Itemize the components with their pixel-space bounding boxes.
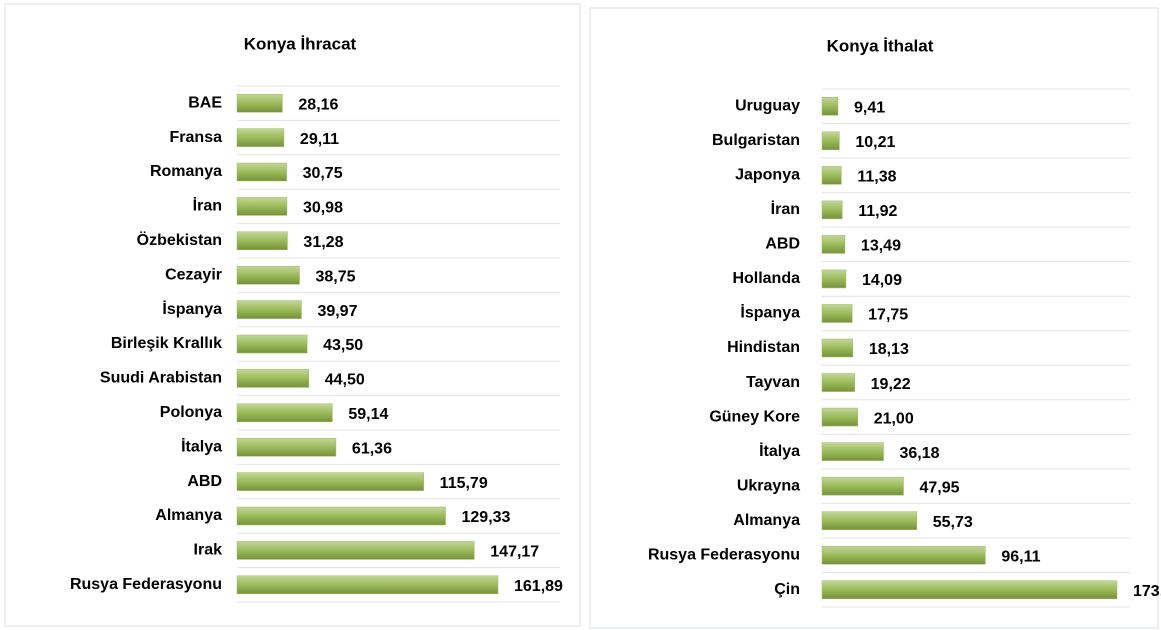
bar: [236, 162, 287, 182]
category-label: İspanya: [740, 304, 800, 322]
category-label: Uruguay: [735, 97, 800, 114]
category-label: Rusya Federasyonu: [648, 546, 800, 563]
value-label: 43,50: [323, 337, 363, 354]
category-label: Polonya: [160, 404, 222, 421]
bar: [821, 97, 839, 116]
category-label: Irak: [194, 542, 223, 559]
value-label: 96,11: [1001, 548, 1040, 565]
category-label: İtalya: [181, 437, 222, 455]
category-label: BAE: [188, 94, 222, 111]
category-label: Hollanda: [732, 270, 800, 287]
bar: [821, 442, 884, 461]
category-label: İran: [193, 197, 222, 215]
value-label: 39,97: [317, 303, 357, 320]
bar: [236, 541, 475, 560]
bar: [821, 373, 855, 392]
bar: [236, 575, 499, 595]
value-label: 14,09: [862, 272, 902, 289]
category-label: İtalya: [759, 442, 800, 460]
value-label: 30,75: [303, 165, 343, 182]
bar: [236, 437, 337, 457]
bar: [821, 407, 858, 427]
value-label: 17,75: [868, 307, 908, 324]
category-label: Romanya: [150, 163, 222, 180]
bar: [236, 300, 302, 319]
category-label: Fransa: [170, 129, 223, 146]
value-label: 38,75: [315, 268, 355, 285]
category-label: Bulgaristan: [712, 132, 800, 149]
bar: [821, 476, 904, 496]
value-label: 21,00: [874, 410, 914, 427]
value-label: 129,33: [462, 509, 511, 526]
category-label: Almanya: [155, 507, 222, 524]
value-label: 61,36: [352, 440, 392, 457]
bar: [821, 131, 840, 151]
value-label: 28,16: [298, 96, 338, 113]
value-label: 115,79: [440, 475, 488, 492]
category-label: Cezayir: [165, 266, 222, 283]
value-label: 59,14: [348, 406, 388, 423]
bar: [821, 545, 986, 565]
category-label: Rusya Federasyonu: [70, 576, 222, 593]
bar: [236, 197, 288, 216]
bar: [236, 93, 283, 113]
value-label: 11,38: [857, 169, 896, 186]
value-label: 29,11: [300, 131, 339, 148]
category-label: Tayvan: [746, 374, 800, 391]
category-label: Almanya: [733, 512, 800, 529]
value-label: 161,89: [514, 578, 563, 595]
chart-title: Konya İhracat: [244, 34, 357, 53]
category-label: Suudi Arabistan: [100, 370, 222, 387]
category-label: Ukrayna: [737, 477, 800, 494]
category-label: Hindistan: [727, 339, 800, 356]
category-label: Japonya: [735, 167, 800, 184]
bar: [821, 166, 842, 185]
value-label: 44,50: [325, 372, 365, 389]
bar: [821, 338, 854, 358]
bar: [236, 231, 288, 251]
value-label: 173,56: [1133, 583, 1161, 600]
bar: [821, 200, 843, 220]
category-label: İspanya: [162, 300, 222, 318]
value-label: 31,28: [303, 234, 343, 251]
bar: [821, 580, 1118, 599]
category-label: ABD: [765, 236, 800, 253]
value-label: 13,49: [861, 238, 901, 255]
bar: [821, 304, 853, 323]
value-label: 9,41: [854, 99, 885, 116]
bar: [236, 334, 308, 354]
bar: [236, 128, 285, 147]
bar: [821, 235, 846, 254]
value-label: 147,17: [490, 544, 539, 561]
value-label: 36,18: [899, 445, 939, 462]
value-label: 47,95: [920, 479, 960, 496]
value-label: 18,13: [869, 341, 909, 358]
value-label: 30,98: [303, 200, 343, 217]
value-label: 55,73: [933, 514, 973, 531]
bar: [821, 269, 847, 289]
category-label: Özbekistan: [137, 230, 222, 249]
bar: [236, 369, 309, 388]
panel: [589, 7, 1159, 629]
bar: [821, 511, 917, 530]
bar: [236, 506, 446, 526]
category-label: Birleşik Krallık: [111, 335, 222, 352]
category-label: Çin: [774, 581, 800, 598]
chart-title: Konya İthalat: [827, 36, 934, 55]
value-label: 11,92: [858, 203, 897, 220]
category-label: Güney Kore: [709, 408, 800, 425]
bar: [236, 472, 424, 491]
category-label: ABD: [187, 473, 222, 490]
panel: [4, 3, 581, 627]
value-label: 19,22: [871, 376, 911, 393]
category-label: İran: [771, 200, 800, 218]
value-label: 10,21: [855, 134, 895, 151]
bar: [236, 403, 333, 423]
bar: [236, 265, 300, 285]
